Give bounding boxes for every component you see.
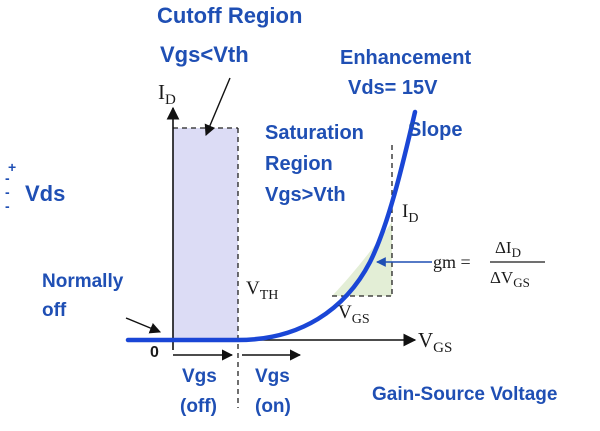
vgs-on-sub-label: (on) xyxy=(255,396,291,417)
cutoff-condition-label: Vgs<Vth xyxy=(160,42,249,67)
slope-triangle xyxy=(332,222,392,296)
region-label: Region xyxy=(265,153,333,175)
off-label: off xyxy=(42,300,67,321)
delta-vgs-label: VGS xyxy=(338,302,370,327)
gm-numerator: ΔID xyxy=(495,238,521,260)
id-axis-label: ID xyxy=(158,80,176,108)
vds-label: Vds xyxy=(25,181,65,206)
gm-denominator: ΔVGS xyxy=(490,268,530,290)
enhancement-label: Enhancement xyxy=(340,47,471,69)
vds-value-label: Vds= 15V xyxy=(348,77,438,99)
delta-id-label: ID xyxy=(402,201,418,226)
slope-label: Slope xyxy=(408,119,462,141)
saturation-label: Saturation xyxy=(265,122,364,144)
origin-label: 0 xyxy=(150,344,159,361)
vds-plus-sign: + xyxy=(8,159,16,175)
cutoff-region-shade xyxy=(173,128,238,340)
gm-formula-label: gm = xyxy=(433,252,471,272)
vgs-off-label: Vgs xyxy=(182,366,217,387)
normally-off-pointer-arrow xyxy=(125,317,162,334)
vgs-on-label: Vgs xyxy=(255,366,290,387)
cutoff-pointer-arrow xyxy=(204,77,231,137)
normally-label: Normally xyxy=(42,271,124,292)
vgs-off-sub-label: (off) xyxy=(180,396,217,417)
vds-minus-sign-3: - xyxy=(5,198,10,214)
vds-minus-sign-2: - xyxy=(5,184,10,200)
gain-source-voltage-label: Gain-Source Voltage xyxy=(372,384,557,405)
saturation-condition-label: Vgs>Vth xyxy=(265,184,346,206)
cutoff-region-label: Cutoff Region xyxy=(157,3,302,28)
transfer-curve xyxy=(125,109,418,343)
vgs-axis-label: VGS xyxy=(418,328,452,356)
vds-minus-sign-1: - xyxy=(5,170,10,186)
vth-label: VTH xyxy=(246,278,278,303)
